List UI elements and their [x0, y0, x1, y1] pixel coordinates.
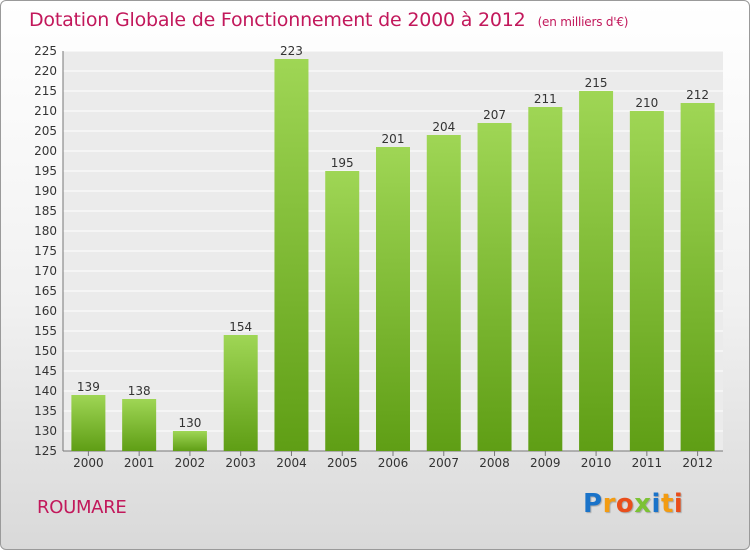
bar — [579, 91, 614, 451]
y-tick-label: 215 — [34, 84, 57, 98]
bar — [122, 399, 157, 451]
bar — [528, 107, 563, 451]
chart-unit: (en milliers d'€) — [537, 15, 629, 29]
y-tick-label: 190 — [34, 184, 57, 198]
y-tick-label: 170 — [34, 264, 57, 278]
bar — [376, 147, 410, 451]
bar-value-label: 154 — [229, 320, 252, 334]
bar — [172, 431, 207, 451]
bar-value-label: 195 — [331, 156, 354, 170]
bar — [680, 103, 715, 451]
x-tick-label: 2004 — [276, 456, 307, 470]
x-tick-label: 2001 — [124, 456, 155, 470]
logo-letter: i — [673, 489, 684, 519]
y-tick-label: 165 — [34, 284, 57, 298]
commune-name: ROUMARE — [37, 497, 127, 518]
logo-letter: x — [634, 489, 652, 519]
bar — [629, 111, 664, 451]
x-tick-label: 2002 — [175, 456, 206, 470]
y-tick-label: 210 — [34, 104, 57, 118]
proxiti-logo: Proxiti — [583, 489, 683, 519]
x-tick-label: 2007 — [428, 456, 459, 470]
bar-value-label: 139 — [77, 380, 100, 394]
y-tick-label: 180 — [34, 224, 57, 238]
bar — [325, 171, 360, 451]
y-tick-label: 135 — [34, 404, 57, 418]
y-tick-label: 160 — [34, 304, 57, 318]
y-tick-label: 155 — [34, 324, 57, 338]
chart-title: Dotation Globale de Fonctionnement de 20… — [29, 9, 628, 31]
logo-letter: o — [615, 489, 635, 519]
bar-value-label: 210 — [635, 96, 658, 110]
x-tick-label: 2012 — [682, 456, 713, 470]
bar — [274, 59, 309, 451]
bar-value-label: 211 — [534, 92, 557, 106]
x-tick-label: 2008 — [479, 456, 510, 470]
y-tick-label: 185 — [34, 204, 57, 218]
x-tick-label: 2000 — [73, 456, 104, 470]
logo-letter: P — [583, 489, 603, 519]
y-tick-label: 150 — [34, 344, 57, 358]
bar-value-label: 138 — [128, 384, 151, 398]
bar-value-label: 223 — [280, 44, 303, 58]
bar-value-label: 212 — [686, 88, 709, 102]
x-tick-label: 2010 — [581, 456, 612, 470]
y-tick-label: 200 — [34, 144, 57, 158]
y-tick-label: 175 — [34, 244, 57, 258]
bar-value-label: 130 — [178, 416, 201, 430]
y-tick-label: 130 — [34, 424, 57, 438]
x-tick-label: 2003 — [225, 456, 256, 470]
x-tick-label: 2009 — [530, 456, 561, 470]
x-tick-label: 2006 — [378, 456, 409, 470]
y-tick-label: 145 — [34, 364, 57, 378]
y-tick-label: 225 — [34, 44, 57, 58]
logo-letter: t — [660, 489, 674, 519]
x-tick-label: 2005 — [327, 456, 358, 470]
bar-value-label: 215 — [585, 76, 608, 90]
bar — [223, 335, 258, 451]
y-tick-label: 195 — [34, 164, 57, 178]
y-tick-label: 140 — [34, 384, 57, 398]
bar-value-label: 201 — [382, 132, 405, 146]
bar-value-label: 204 — [432, 120, 455, 134]
y-tick-label: 205 — [34, 124, 57, 138]
y-tick-label: 220 — [34, 64, 57, 78]
chart-title-text: Dotation Globale de Fonctionnement de 20… — [29, 9, 526, 31]
bar — [477, 123, 512, 451]
logo-letter: i — [651, 489, 661, 519]
y-tick-label: 125 — [34, 444, 57, 458]
logo-letter: r — [602, 489, 616, 519]
x-tick-label: 2011 — [632, 456, 663, 470]
bar — [426, 135, 461, 451]
bar — [71, 395, 106, 451]
bar-value-label: 207 — [483, 108, 506, 122]
